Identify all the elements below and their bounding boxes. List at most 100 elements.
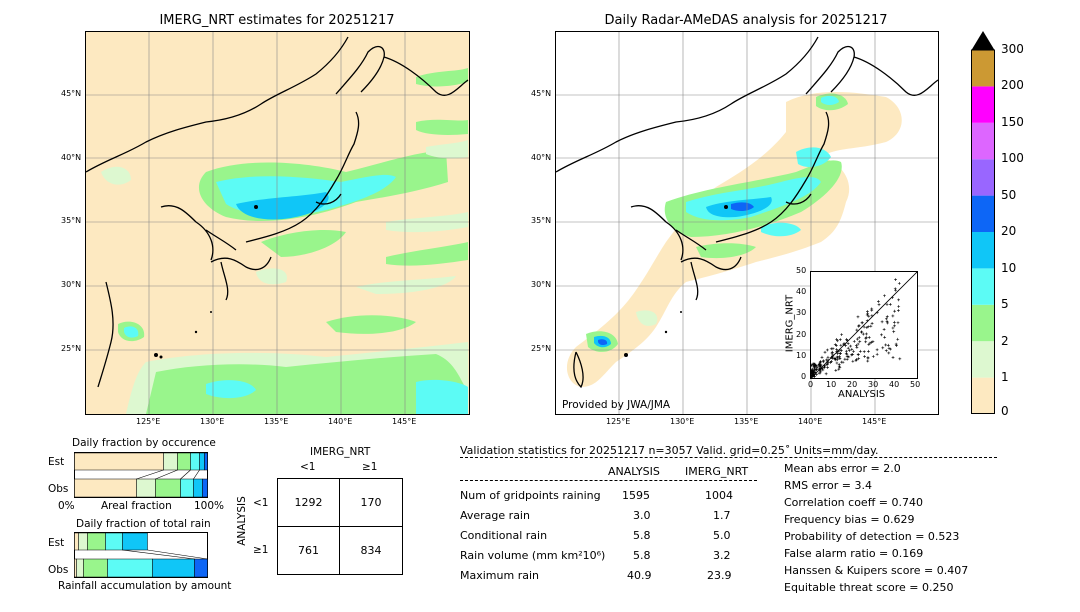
scatter-point: [826, 366, 830, 369]
stat-analysis-average: 3.0: [633, 509, 651, 522]
scatter-point: [854, 359, 858, 363]
scatter-point: [849, 353, 853, 357]
scatter-ytick-0: 0: [801, 372, 807, 381]
scatter-point: [864, 337, 868, 340]
scatter-point: [838, 338, 842, 342]
contingency-cell-yn: 761: [298, 544, 319, 557]
scatter-point: [830, 351, 834, 355]
scatter-point: [843, 342, 846, 346]
contingency-table: 1292 170 761 834: [277, 478, 403, 575]
scatter-point: [846, 346, 850, 350]
cb-label-50: 50: [1001, 188, 1017, 202]
scatter-point: [896, 321, 900, 325]
left-map: [85, 31, 470, 415]
stat-label-average: Average rain: [460, 509, 530, 522]
contingency-cell-yy: 834: [360, 544, 382, 557]
stat-label-conditional: Conditional rain: [460, 529, 548, 542]
scatter-point: [875, 352, 879, 356]
contingency-row-axis: ANALYSIS: [236, 496, 248, 546]
right-lat-40: 40°N: [531, 153, 552, 162]
scatter-point: [814, 367, 818, 371]
colorbar-segment: [971, 50, 995, 87]
right-map: Provided by JWA/JMA: [555, 31, 939, 415]
scatter-point: [858, 340, 862, 343]
scatter-point: [885, 319, 889, 323]
scatter-point: [847, 355, 851, 359]
scatter-point: [854, 344, 858, 347]
right-map-canvas: [556, 32, 938, 414]
scatter-point: [823, 350, 827, 354]
validation-divider: [460, 457, 997, 458]
scatter-point: [824, 372, 828, 376]
scatter-point: [862, 350, 866, 354]
stat-imerg-average: 1.7: [713, 509, 731, 522]
scatter-point: [812, 369, 816, 373]
scatter-point: [815, 373, 818, 376]
scatter-point: [818, 360, 822, 364]
stat-analysis-maximum: 40.9: [627, 569, 652, 582]
scatter-point: [844, 349, 848, 353]
validation-col-analysis: ANALYSIS: [608, 465, 660, 478]
scatter-point: [877, 303, 881, 307]
scatter-point: [811, 362, 815, 366]
scatter-point: [819, 363, 823, 367]
stat-analysis-volume: 5.8: [633, 549, 651, 562]
scatter-point: [856, 315, 860, 319]
cb-label-300: 300: [1001, 42, 1024, 56]
scatter-point: [811, 373, 813, 376]
left-lon-140: 140°E: [328, 417, 353, 426]
scatter-point: [897, 298, 901, 302]
stat-label-volume: Rain volume (mm km²10⁶): [460, 549, 606, 562]
occurrence-chart: [74, 452, 208, 498]
colorbar-canvas: [971, 31, 995, 414]
occurrence-xlabel-right: 100%: [194, 500, 225, 512]
colorbar-over-arrow: [971, 31, 995, 50]
right-lon-130: 130°E: [670, 417, 695, 426]
contingency-title: IMERG_NRT: [310, 446, 371, 458]
scatter-point: [826, 358, 830, 362]
scatter-inset: [810, 271, 918, 379]
scatter-point: [883, 294, 886, 298]
occurrence-row-est: Est: [48, 456, 65, 468]
scatter-point: [829, 360, 833, 363]
right-islands: [624, 205, 728, 357]
scatter-point: [845, 338, 848, 341]
scatter-point: [893, 324, 896, 328]
scatter-point: [839, 352, 842, 355]
stat-imerg-gridpoints: 1004: [705, 489, 733, 502]
scatter-point: [875, 348, 879, 352]
scatter-plot: [811, 272, 917, 378]
scatter-ytick-30: 30: [796, 308, 807, 317]
stat-analysis-gridpoints: 1595: [622, 489, 650, 502]
scatter-point: [893, 309, 897, 313]
amount-bars: [74, 532, 208, 578]
score-ets: Equitable threat score = 0.250: [784, 581, 954, 594]
scatter-point: [869, 324, 873, 328]
scatter-point: [818, 371, 822, 375]
scatter-point: [852, 339, 856, 343]
scatter-point: [845, 352, 849, 356]
scatter-point: [861, 332, 865, 336]
scatter-point: [887, 351, 891, 355]
scatter-point: [829, 347, 833, 351]
scatter-point: [877, 300, 880, 303]
scatter-point: [835, 355, 839, 359]
left-lat-40: 40°N: [61, 153, 82, 162]
occurrence-row-obs: Obs: [48, 483, 69, 495]
scatter-point: [855, 345, 859, 349]
right-map-credit: Provided by JWA/JMA: [562, 399, 671, 411]
scatter-point: [871, 355, 875, 358]
occurrence-xlabel-mid: Areal fraction: [101, 500, 172, 512]
scatter-point: [891, 326, 895, 330]
stat-label-gridpoints: Num of gridpoints raining: [460, 489, 601, 502]
scatter-point: [875, 311, 879, 315]
right-lat-45: 45°N: [531, 89, 552, 98]
left-map-canvas: [86, 32, 469, 414]
scatter-point: [864, 332, 868, 336]
scatter-point: [891, 296, 894, 300]
stat-label-maximum: Maximum rain: [460, 569, 539, 582]
scatter-point: [840, 333, 844, 337]
scatter-point: [837, 363, 841, 367]
scatter-point: [831, 354, 835, 358]
scatter-xtick-20: 20: [847, 380, 858, 389]
